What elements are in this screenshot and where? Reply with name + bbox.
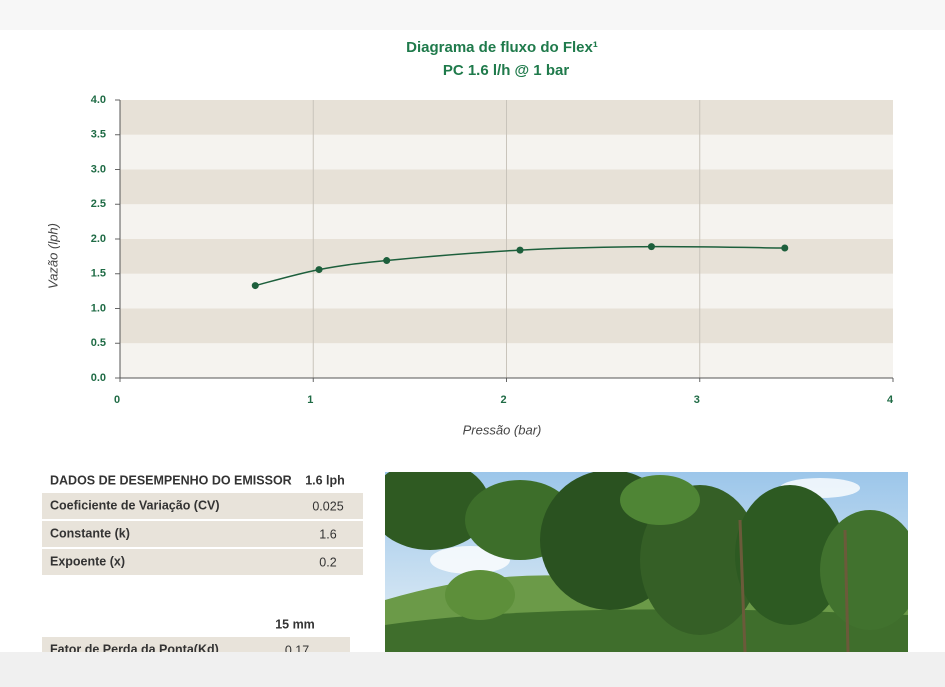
- row-value: 0.025: [312, 499, 343, 513]
- y-tick-label: 0.0: [91, 372, 106, 384]
- y-tick-label: 3.5: [91, 129, 106, 141]
- data-point: [781, 244, 789, 252]
- row-label: Coeficiente de Variação (CV): [50, 498, 220, 512]
- row-value: 1.6: [319, 527, 336, 541]
- table-header: DADOS DE DESEMPENHO DO EMISSOR: [50, 473, 292, 487]
- data-point: [315, 266, 323, 274]
- x-tick-label: 2: [500, 394, 506, 406]
- data-point: [251, 282, 259, 290]
- y-tick-label: 2.5: [91, 198, 106, 210]
- x-tick-label: 3: [694, 394, 700, 406]
- y-tick-label: 0.5: [91, 337, 106, 349]
- y-axis-label: Vazão (lph): [45, 223, 60, 289]
- table-row: [42, 493, 363, 519]
- y-tick-label: 3.0: [91, 163, 106, 175]
- y-tick-label: 2.0: [91, 233, 106, 245]
- row-label: Constante (k): [50, 526, 130, 540]
- row-label: Expoente (x): [50, 554, 125, 568]
- bottom-strip: [0, 652, 945, 687]
- chart: 0.0 0.5 1.0 1.5 2.0 2.5 3.0 3.5 4.0 0 1 2 3 4 Diagrama…: [45, 39, 894, 437]
- data-point: [516, 246, 524, 254]
- y-tick-label: 1.5: [91, 268, 106, 280]
- chart-title: Diagrama de fluxo do Flex¹: [406, 39, 598, 56]
- x-tick-label: 1: [307, 394, 313, 406]
- x-tick-label: 4: [887, 394, 894, 406]
- row-value: 0.2: [319, 555, 336, 569]
- tables: DADOS DE DESEMPENHO DO EMISSOR 1.6 lph Coe…: [42, 473, 363, 663]
- x-axis-label: Pressão (bar): [463, 422, 542, 437]
- table-row: [42, 549, 363, 575]
- x-tick-label: 0: [114, 394, 120, 406]
- photo: [385, 472, 908, 652]
- table-header: 15 mm: [275, 617, 315, 631]
- data-point: [647, 243, 655, 251]
- top-strip: [0, 0, 945, 30]
- chart-subtitle: PC 1.6 l/h @ 1 bar: [443, 62, 569, 79]
- data-point: [383, 257, 391, 265]
- table-row: [42, 521, 363, 547]
- y-tick-label: 4.0: [91, 94, 106, 106]
- table-header: 1.6 lph: [305, 473, 345, 487]
- y-tick-label: 1.0: [91, 302, 106, 314]
